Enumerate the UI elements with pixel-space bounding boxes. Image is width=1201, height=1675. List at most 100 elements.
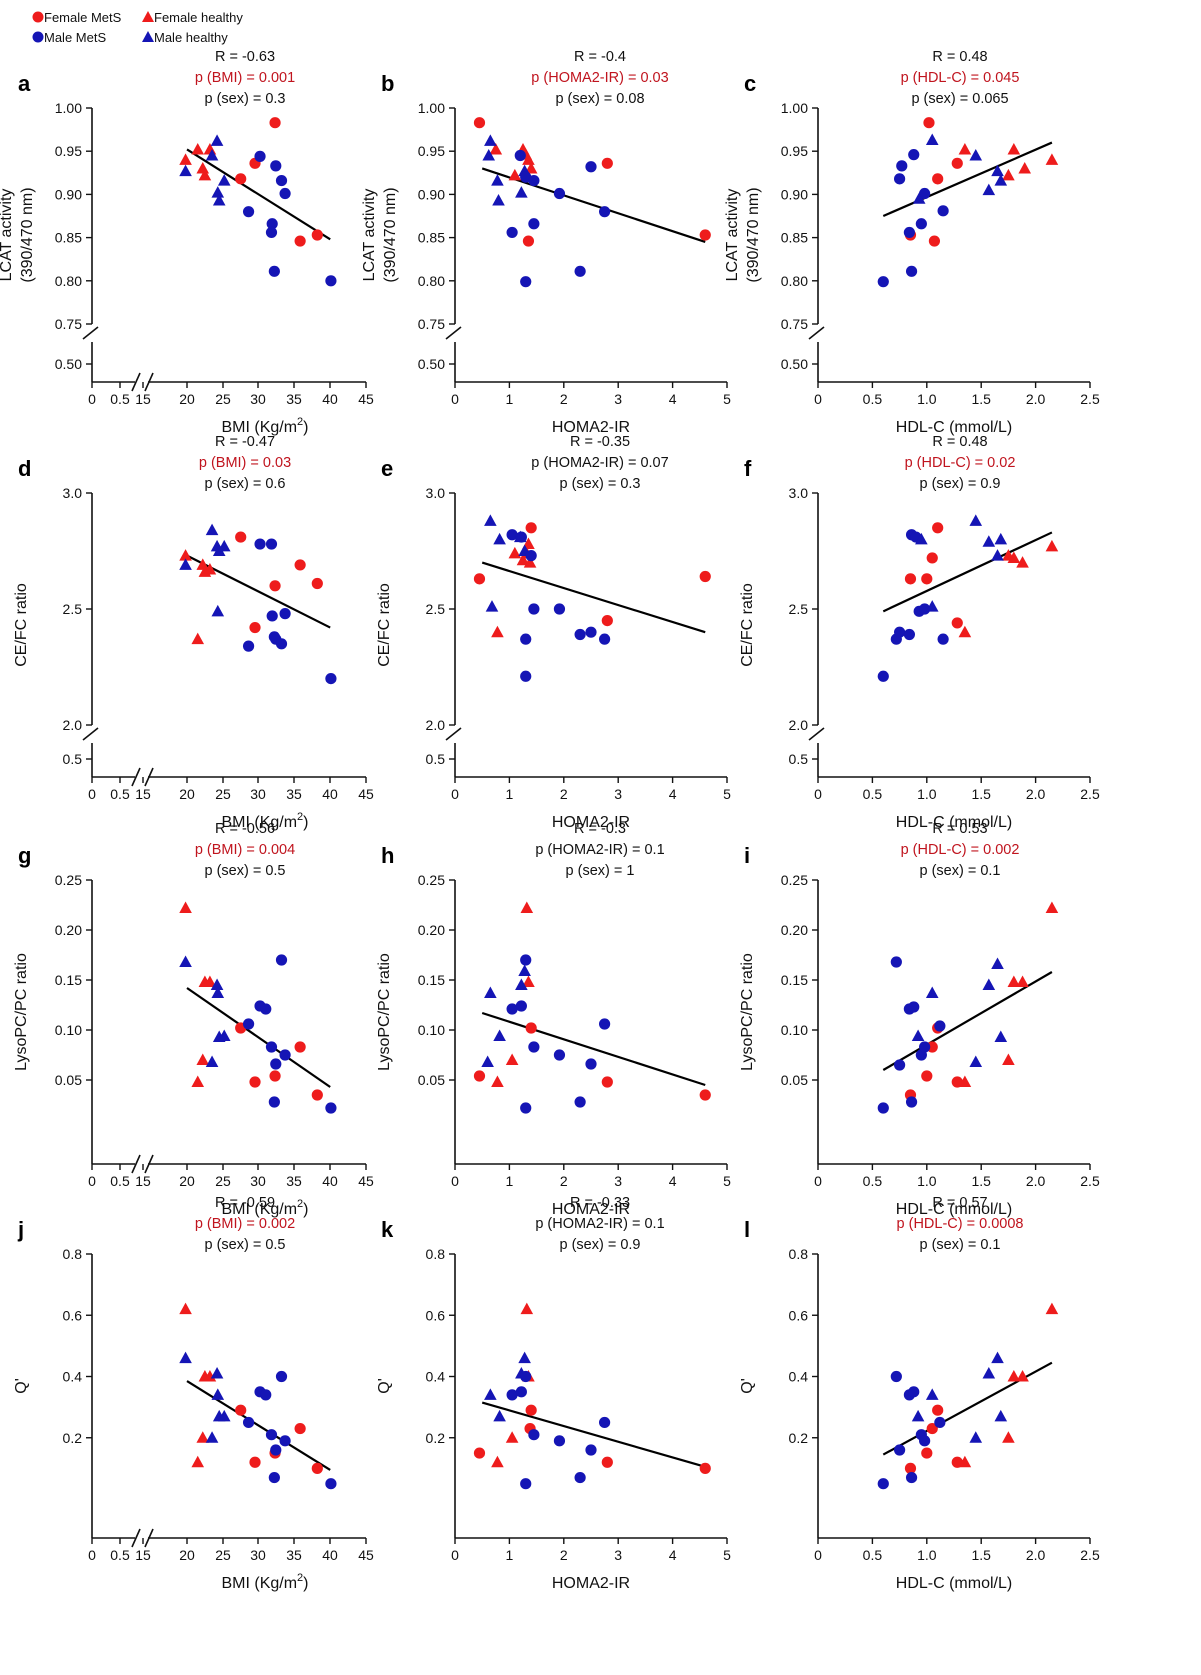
- y-tick-label: 2.0: [426, 717, 446, 733]
- x-tick-label: 35: [286, 391, 302, 407]
- stat-text: p (BMI) = 0.002: [195, 1216, 295, 1232]
- y-tick-label: 0.4: [63, 1369, 83, 1385]
- point-female-healthy: [191, 632, 205, 645]
- y-tick-label: 0.10: [418, 1022, 445, 1038]
- point-male-mets: [528, 174, 540, 187]
- legend-label: Male healthy: [154, 30, 228, 45]
- point-female-healthy: [191, 142, 205, 155]
- point-female-healthy: [198, 168, 212, 181]
- x-tick-label: 40: [322, 1547, 338, 1563]
- x-axis-label: HDL-C (mmol/L): [896, 419, 1012, 436]
- point-female-healthy: [491, 1075, 504, 1087]
- point-female-healthy: [179, 1302, 192, 1315]
- x-tick-label: 0: [451, 786, 459, 802]
- point-male-mets: [265, 226, 278, 239]
- point-male-healthy: [491, 174, 504, 186]
- point-female-mets: [294, 235, 306, 247]
- point-female-mets: [522, 235, 535, 247]
- point-male-mets: [242, 1018, 255, 1030]
- point-female-healthy: [1007, 1370, 1021, 1382]
- x-tick-label: 2.0: [1026, 786, 1046, 802]
- point-male-healthy: [179, 955, 192, 967]
- stat-text: p (HOMA2-IR) = 0.1: [535, 1216, 664, 1232]
- point-female-healthy: [1002, 168, 1015, 181]
- point-male-mets: [894, 1059, 906, 1071]
- y-tick-label: 2.5: [426, 601, 446, 617]
- point-male-healthy: [994, 1030, 1008, 1042]
- x-tick-label: 40: [322, 786, 338, 802]
- x-tick-label: 45: [358, 786, 374, 802]
- point-male-mets: [260, 1003, 272, 1015]
- point-male-mets: [553, 187, 566, 200]
- x-axis-break: [131, 372, 141, 392]
- point-male-mets: [877, 1102, 889, 1114]
- y-tick-label: 3.0: [63, 485, 83, 501]
- y-tick-label: 0.10: [781, 1022, 808, 1038]
- legend-label: Male MetS: [44, 30, 106, 45]
- stat-text: p (sex) = 0.9: [920, 476, 1001, 492]
- point-male-mets: [877, 1478, 889, 1490]
- panel-letter: a: [18, 71, 31, 96]
- point-female-healthy: [196, 558, 210, 570]
- x-axis-label: HOMA2-IR: [552, 1201, 630, 1218]
- point-female-mets: [473, 117, 486, 129]
- point-male-mets: [877, 276, 889, 288]
- point-male-mets: [275, 1370, 288, 1383]
- x-tick-label: 0.5: [110, 786, 130, 802]
- stat-text: p (BMI) = 0.001: [195, 70, 295, 86]
- x-tick-label: 0: [451, 1173, 459, 1189]
- point-male-healthy: [484, 514, 497, 526]
- y-tick-label: 1.00: [55, 100, 82, 116]
- point-male-healthy: [925, 600, 939, 612]
- point-male-mets: [268, 1471, 280, 1484]
- point-male-mets: [268, 1096, 280, 1108]
- point-male-healthy: [205, 523, 219, 536]
- point-female-mets: [525, 1404, 537, 1416]
- point-male-mets: [270, 160, 282, 172]
- y-axis-label: LCAT activity: [0, 189, 15, 282]
- point-female-mets: [473, 1070, 486, 1082]
- x-tick-label: 0: [814, 1173, 822, 1189]
- x-tick-label: 0.5: [863, 1173, 883, 1189]
- point-female-healthy: [508, 546, 522, 559]
- y-tick-label: 0.05: [418, 1072, 445, 1088]
- x-axis-label: HOMA2-IR: [552, 814, 630, 831]
- y-tick-label: 0.20: [418, 922, 445, 938]
- point-male-mets: [520, 1370, 532, 1383]
- x-tick-label: 30: [250, 1173, 266, 1189]
- point-male-mets: [574, 1471, 586, 1484]
- legend-item: Male healthy: [142, 30, 228, 45]
- point-male-mets: [254, 538, 266, 550]
- stat-text: p (sex) = 0.9: [560, 1237, 641, 1253]
- stat-text: p (sex) = 0.5: [205, 1237, 286, 1253]
- point-male-healthy: [211, 186, 225, 198]
- stat-text: p (HDL-C) = 0.002: [901, 842, 1020, 858]
- y-tick-label: 0.6: [426, 1307, 446, 1323]
- point-male-healthy: [482, 149, 496, 161]
- point-male-mets: [574, 628, 586, 641]
- point-female-mets: [311, 229, 323, 241]
- point-female-mets: [926, 1422, 938, 1435]
- x-axis-label: BMI (Kg/m2): [221, 416, 308, 436]
- point-male-healthy: [911, 1029, 925, 1041]
- point-male-mets: [506, 1003, 518, 1015]
- stat-text: p (BMI) = 0.03: [199, 455, 291, 471]
- point-male-mets: [585, 1058, 597, 1070]
- point-female-mets: [601, 157, 613, 169]
- y-tick-label: 2.0: [63, 717, 83, 733]
- x-tick-label: 1.5: [971, 1173, 991, 1189]
- point-male-mets: [908, 1001, 920, 1013]
- x-axis-label-tail: ): [303, 814, 308, 831]
- point-female-mets: [311, 1089, 323, 1101]
- point-male-healthy: [484, 134, 497, 146]
- point-male-mets: [265, 1041, 278, 1053]
- point-female-healthy: [1016, 1370, 1029, 1382]
- y-axis-label: Q': [739, 1378, 756, 1394]
- x-tick-label: 3: [614, 786, 622, 802]
- x-axis-label: HOMA2-IR: [552, 1575, 630, 1592]
- point-male-mets: [599, 1018, 611, 1030]
- point-female-healthy: [203, 563, 217, 575]
- point-male-mets: [506, 529, 518, 541]
- x-tick-label: 3: [614, 1173, 622, 1189]
- point-male-healthy: [991, 164, 1004, 177]
